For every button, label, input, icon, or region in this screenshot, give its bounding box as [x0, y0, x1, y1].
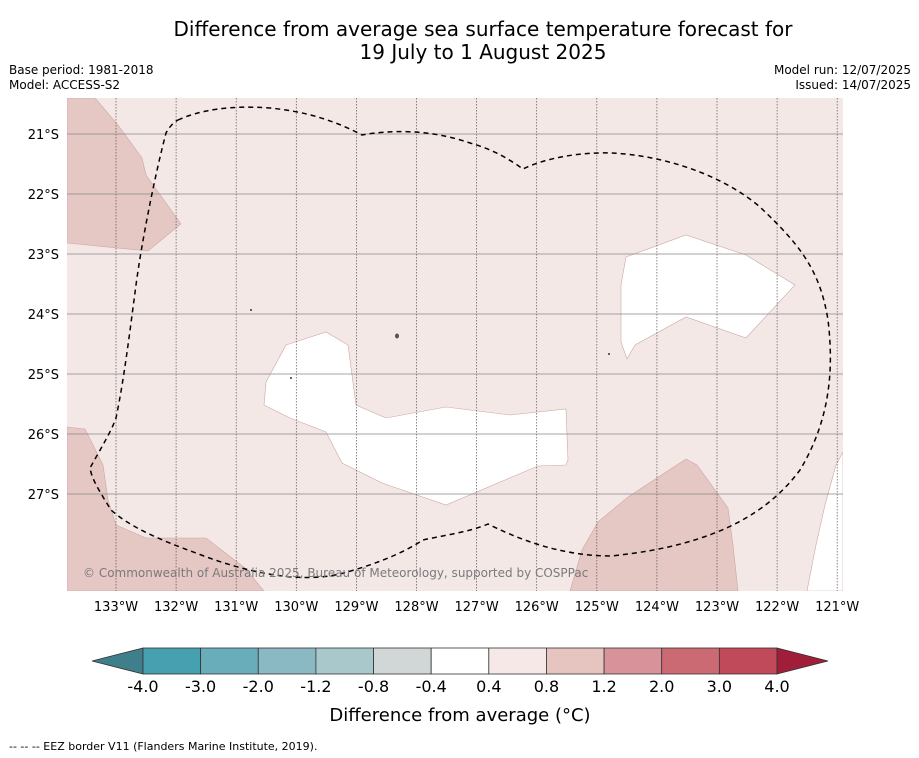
- colorbar-tick-labels: -4.0 -3.0 -2.0 -1.2 -0.8 -0.4 0.4 0.8 1.2 2.0 3.0 4…: [127, 677, 789, 696]
- colorbar-tick-label: 0.4: [476, 677, 501, 696]
- colorbar-tick-label: 3.0: [707, 677, 732, 696]
- meta-right: Model run: 12/07/2025 Issued: 14/07/2025: [774, 63, 911, 93]
- colorbar-tick-label: 4.0: [764, 677, 789, 696]
- longitude-label: 129°W: [334, 600, 378, 615]
- colorbar-title: Difference from average (°C): [329, 705, 590, 726]
- eez-border-line: [89, 106, 832, 579]
- colorbar: [91, 647, 829, 675]
- colorbar-segment: [142, 647, 202, 675]
- longitude-label: 132°W: [154, 600, 198, 615]
- longitude-label: 124°W: [635, 600, 679, 615]
- anomaly-patch-se: [569, 458, 739, 591]
- title-line-1: Difference from average sea surface temp…: [173, 17, 793, 41]
- colorbar-tick-label: -4.0: [127, 677, 158, 696]
- latitude-label: 25°S: [28, 368, 59, 383]
- longitude-label: 123°W: [695, 600, 739, 615]
- latitude-label: 24°S: [28, 308, 59, 323]
- latitude-label: 23°S: [28, 248, 59, 263]
- longitude-label: 128°W: [394, 600, 438, 615]
- colorbar-extend-low: [91, 647, 144, 675]
- neutral-patch-se-edge: [806, 451, 843, 591]
- colorbar-tick-label: -1.2: [300, 677, 331, 696]
- neutral-patch-east: [620, 234, 796, 360]
- colorbar-segment: [603, 647, 663, 675]
- longitude-label: 130°W: [274, 600, 318, 615]
- anomaly-patch-sw: [67, 426, 265, 591]
- latitude-labels: 21°S 22°S 23°S 24°S 25°S 26°S 27°S: [28, 128, 59, 503]
- colorbar-segment: [661, 647, 720, 675]
- title-line-2: 19 July to 1 August 2025: [359, 40, 607, 64]
- colorbar-segment: [430, 647, 490, 675]
- colorbar-tick-label: 0.8: [534, 677, 559, 696]
- colorbar-segment: [546, 647, 605, 675]
- colorbar-segment: [200, 647, 259, 675]
- longitude-labels: 133°W 132°W 131°W 130°W 129°W 128°W 127°W 126°W…: [94, 600, 860, 615]
- latitude-label: 21°S: [28, 128, 59, 143]
- gridlines: [67, 98, 843, 591]
- island-marker: [395, 333, 399, 339]
- colorbar-segment: [718, 647, 778, 675]
- latitude-label: 22°S: [28, 188, 59, 203]
- longitude-label: 125°W: [575, 600, 619, 615]
- sst-anomaly-map: © Commonwealth of Australia 2025, Bureau…: [28, 98, 860, 726]
- colorbar-extend-high: [776, 647, 829, 675]
- issued-date: Issued: 14/07/2025: [795, 78, 911, 92]
- longitude-label: 127°W: [455, 600, 499, 615]
- meta-left: Base period: 1981-2018 Model: ACCESS-S2: [9, 63, 154, 93]
- latitude-label: 27°S: [28, 488, 59, 503]
- base-period: Base period: 1981-2018: [9, 63, 154, 77]
- anomaly-patch-nw: [67, 98, 182, 252]
- copyright-notice: © Commonwealth of Australia 2025, Bureau…: [83, 566, 588, 580]
- longitude-label: 122°W: [755, 600, 799, 615]
- colorbar-segment: [257, 647, 317, 675]
- longitude-label: 121°W: [815, 600, 859, 615]
- colorbar-tick-label: -2.0: [243, 677, 274, 696]
- island-marker: [608, 353, 610, 355]
- chart-title: Difference from average sea surface temp…: [100, 18, 866, 64]
- model-name: Model: ACCESS-S2: [9, 78, 121, 92]
- colorbar-segment: [488, 647, 547, 675]
- colorbar-tick-label: 1.2: [591, 677, 616, 696]
- longitude-label: 133°W: [94, 600, 138, 615]
- island-marker: [250, 309, 252, 311]
- colorbar-segment: [315, 647, 374, 675]
- latitude-label: 26°S: [28, 428, 59, 443]
- colorbar-tick-label: 2.0: [649, 677, 674, 696]
- longitude-label: 131°W: [214, 600, 258, 615]
- colorbar-tick-label: -3.0: [185, 677, 216, 696]
- eez-footnote: -- -- -- EEZ border V11 (Flanders Marine…: [9, 740, 318, 753]
- island-marker: [290, 377, 292, 379]
- colorbar-tick-label: -0.4: [416, 677, 447, 696]
- longitude-label: 126°W: [515, 600, 559, 615]
- colorbar-tick-label: -0.8: [358, 677, 389, 696]
- model-run: Model run: 12/07/2025: [773, 63, 911, 77]
- colorbar-segment: [373, 647, 432, 675]
- neutral-patch-central: [263, 331, 569, 506]
